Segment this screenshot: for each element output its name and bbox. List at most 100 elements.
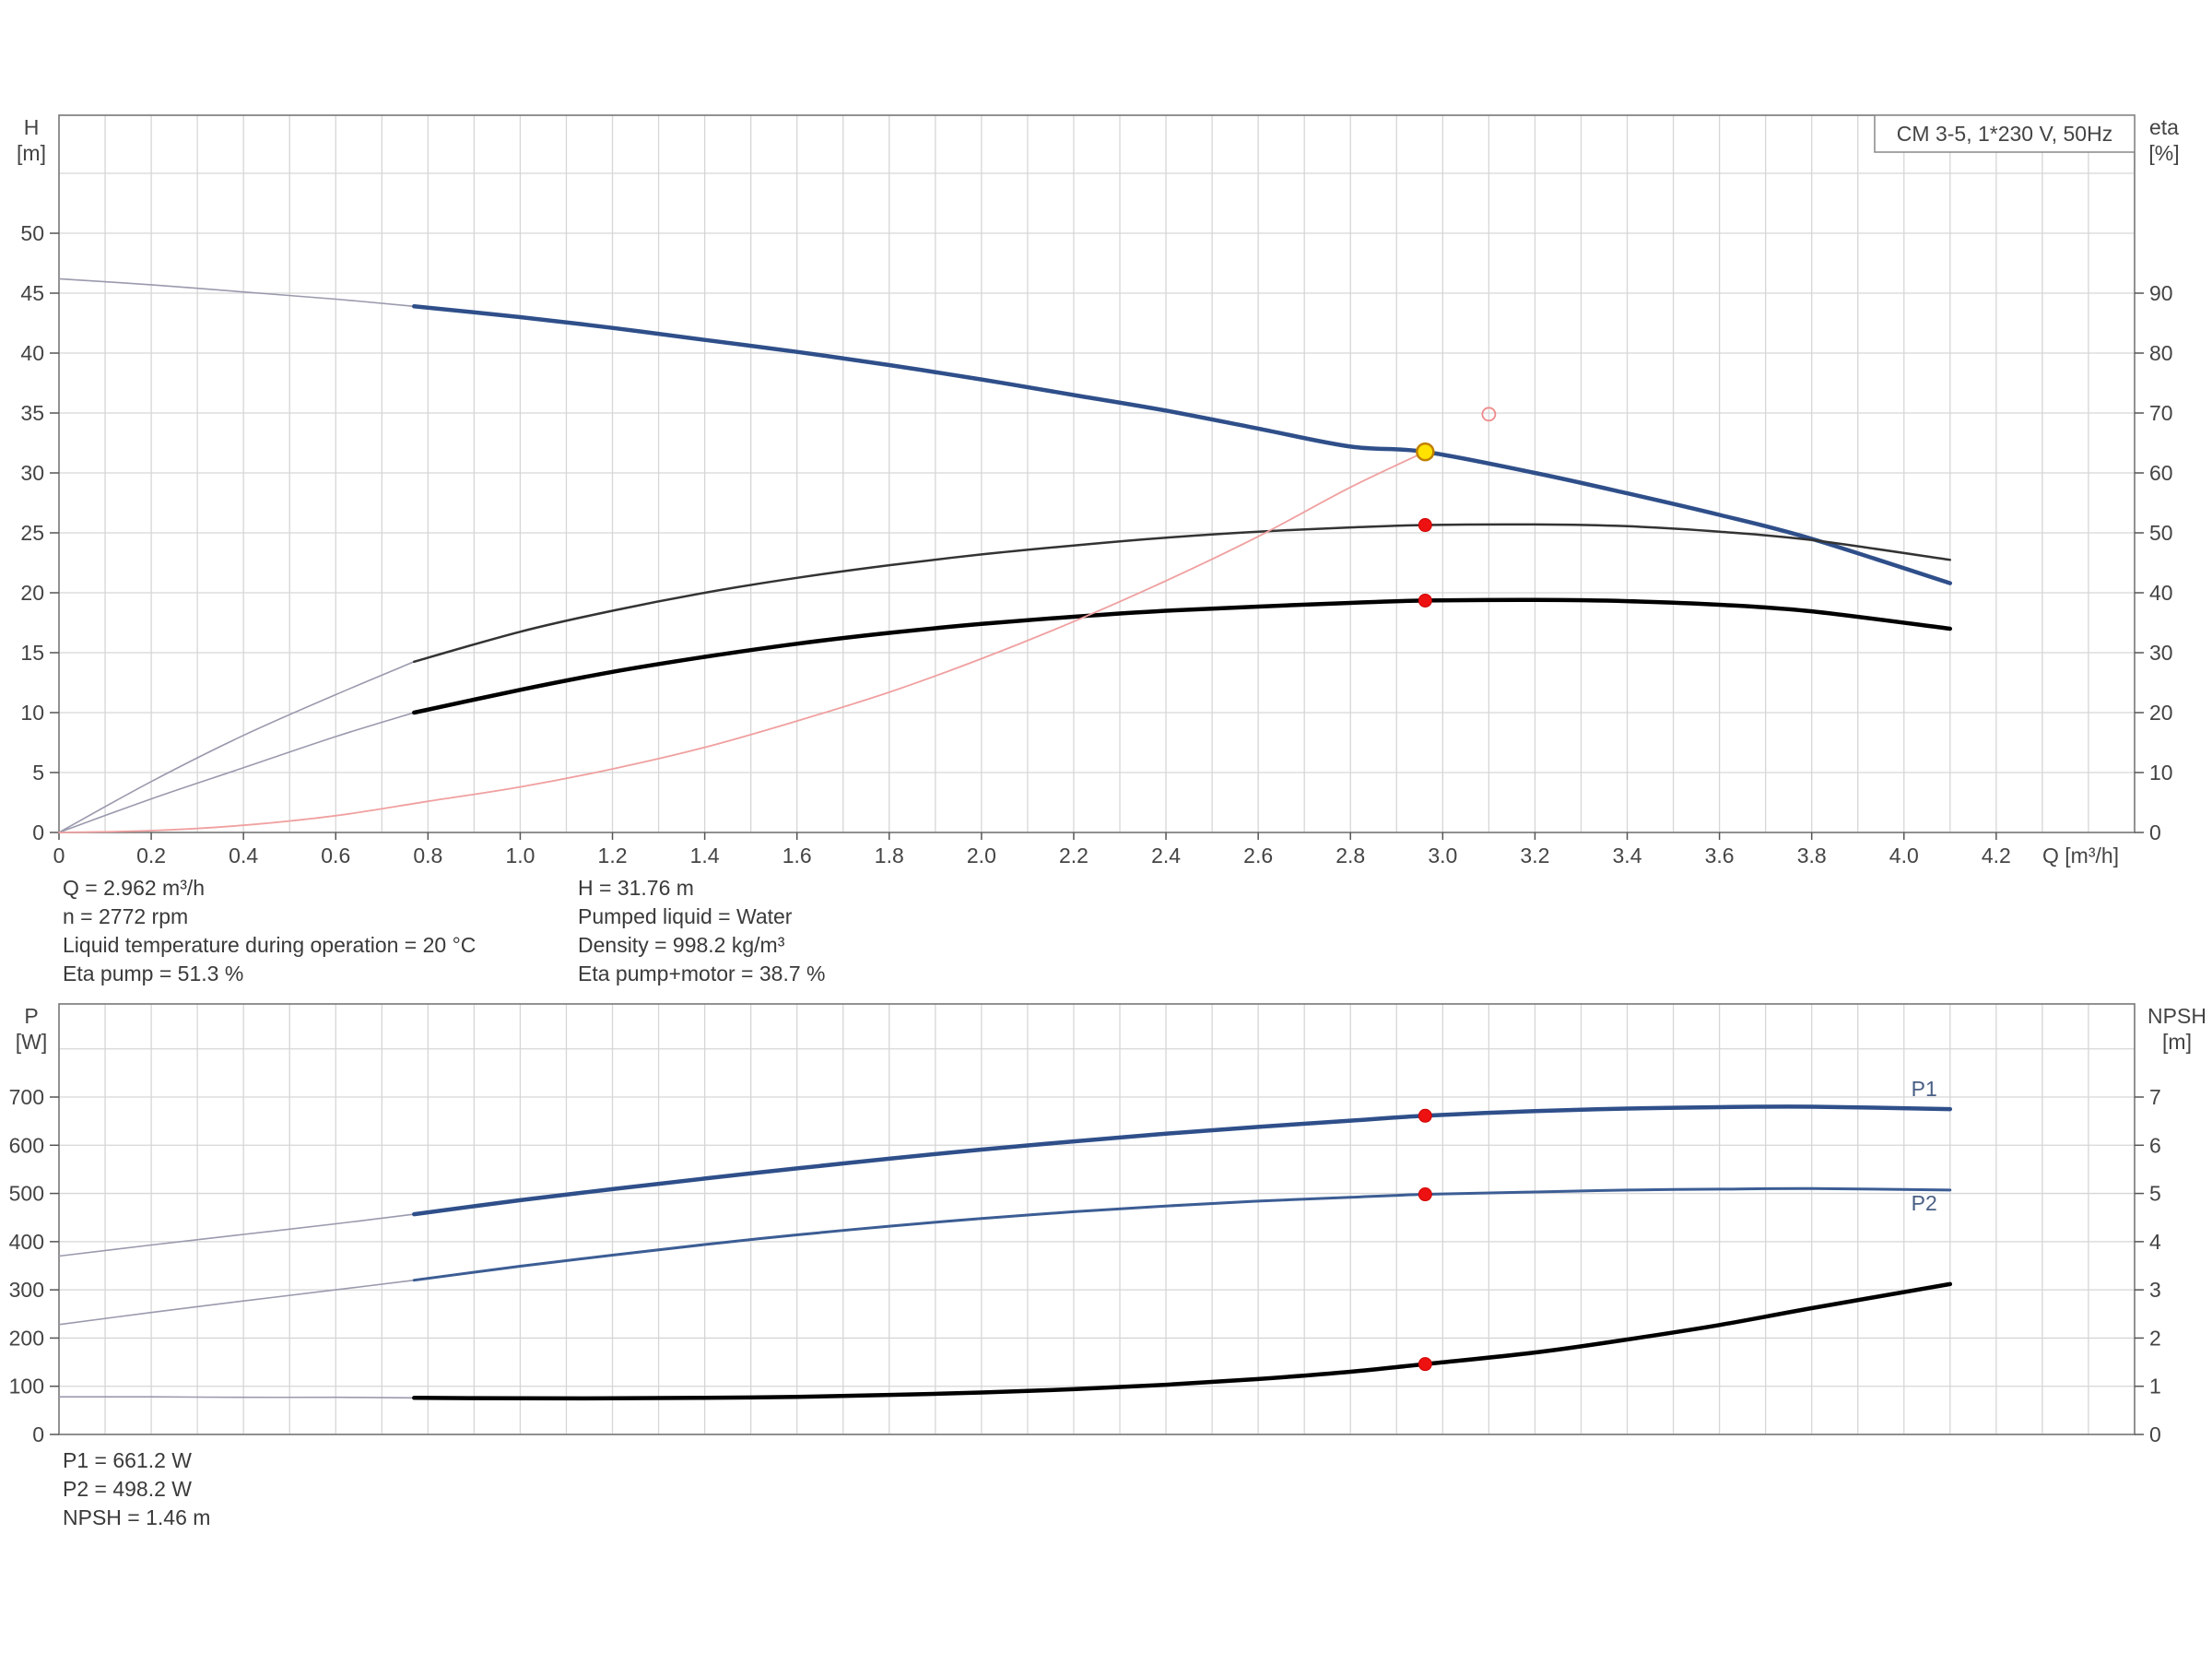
legend-box-label: CM 3-5, 1*230 V, 50Hz	[1897, 122, 2112, 146]
series-eta_pump-extension	[58, 661, 415, 833]
y-right-tick-label: 0	[2149, 820, 2161, 844]
y-right-tick-label: 10	[2149, 761, 2173, 785]
duty-point-marker	[1418, 1357, 1432, 1372]
x-tick-label: 2.6	[1243, 844, 1273, 867]
duty-info-col1: Q = 2.962 m³/h n = 2772 rpm Liquid tempe…	[63, 874, 476, 988]
series-P1-extension	[58, 1213, 415, 1257]
power-info: P1 = 661.2 W P2 = 498.2 W NPSH = 1.46 m	[63, 1446, 210, 1532]
x-tick-label: 3.8	[1797, 844, 1827, 867]
x-tick-label: 0.8	[413, 844, 442, 867]
info-head: H = 31.76 m	[578, 876, 694, 900]
y-right-tick-label: 30	[2149, 641, 2173, 665]
y-right-tick-label: 50	[2149, 521, 2173, 545]
y-left-title: H	[24, 115, 40, 139]
x-tick-label: 2.8	[1335, 844, 1365, 867]
duty-info-col2: H = 31.76 m Pumped liquid = Water Densit…	[578, 874, 826, 988]
x-tick-label: 1.2	[598, 844, 628, 867]
series-eta_pump_motor	[412, 597, 1953, 715]
y-left-tick-label: 25	[20, 521, 44, 545]
duty-point-marker	[1416, 442, 1435, 462]
y-right-tick-label: 40	[2149, 581, 2173, 605]
x-tick-label: 0.6	[321, 844, 350, 867]
y-left-tick-label: 30	[20, 461, 44, 485]
x-tick-label: 3.4	[1613, 844, 1642, 867]
duty-point-marker	[1418, 593, 1432, 608]
x-tick-label: 2.4	[1151, 844, 1181, 867]
y-left-unit: [W]	[16, 1030, 48, 1054]
y-right-tick-label: 20	[2149, 701, 2173, 725]
x-tick-label: 4.2	[1982, 844, 2011, 867]
y-left-tick-label: 700	[9, 1085, 44, 1109]
requested-point-marker	[1481, 407, 1497, 422]
series-eta_pump	[413, 523, 1952, 664]
y-right-tick-label: 4	[2149, 1230, 2161, 1254]
y-left-tick-label: 200	[9, 1326, 44, 1350]
x-tick-label: 3.2	[1520, 844, 1549, 867]
y-left-title: P	[24, 1004, 38, 1028]
info-p1: P1 = 661.2 W	[63, 1448, 192, 1472]
info-eta-pump-motor: Eta pump+motor = 38.7 %	[578, 962, 826, 985]
y-left-tick-label: 5	[32, 761, 44, 785]
duty-point-marker	[1418, 1187, 1432, 1202]
plot-frame	[58, 114, 2136, 833]
y-right-unit: [%]	[2148, 141, 2179, 165]
x-axis-label: Q [m³/h]	[2042, 844, 2119, 867]
y-right-title: NPSH	[2147, 1004, 2206, 1028]
duty-point-marker	[1418, 518, 1432, 533]
series-H-extension	[58, 277, 415, 308]
y-left-tick-label: 100	[9, 1375, 44, 1398]
y-right-title: eta	[2149, 115, 2179, 139]
y-right-tick-label: 90	[2149, 281, 2173, 305]
legend-box	[1874, 114, 2136, 153]
series-system	[58, 451, 1427, 833]
series-NPSH-extension	[58, 1396, 415, 1399]
y-left-tick-label: 15	[20, 641, 44, 665]
y-right-tick-label: 0	[2149, 1422, 2161, 1446]
x-tick-label: 1.8	[875, 844, 904, 867]
plot-frame	[58, 1003, 2136, 1435]
y-right-tick-label: 1	[2149, 1375, 2161, 1398]
series-P1	[412, 1104, 1953, 1217]
series-H	[412, 304, 1953, 585]
info-pumped-liquid: Pumped liquid = Water	[578, 904, 793, 928]
y-right-tick-label: 3	[2149, 1278, 2161, 1302]
series-NPSH	[412, 1281, 1953, 1401]
info-p2: P2 = 498.2 W	[63, 1477, 192, 1501]
panel-qh	[50, 114, 2144, 833]
x-tick-label: 3.0	[1428, 844, 1457, 867]
info-speed: n = 2772 rpm	[63, 904, 189, 928]
info-npsh: NPSH = 1.46 m	[63, 1505, 211, 1529]
y-left-tick-label: 300	[9, 1278, 44, 1302]
info-eta-pump: Eta pump = 51.3 %	[63, 962, 244, 985]
x-tick-label: 2.0	[967, 844, 996, 867]
y-left-tick-label: 45	[20, 281, 44, 305]
y-left-tick-label: 10	[20, 701, 44, 725]
y-right-tick-label: 5	[2149, 1182, 2161, 1206]
x-tick-label: 0	[53, 844, 65, 867]
series-P2-extension	[58, 1279, 415, 1326]
y-left-tick-label: 600	[9, 1133, 44, 1157]
info-flow: Q = 2.962 m³/h	[63, 876, 206, 900]
x-tick-label: 1.4	[690, 844, 720, 867]
y-left-tick-label: 35	[20, 401, 44, 425]
panel-power	[50, 1003, 2144, 1435]
y-right-tick-label: 80	[2149, 341, 2173, 365]
y-right-tick-label: 70	[2149, 401, 2173, 425]
y-right-tick-label: 60	[2149, 461, 2173, 485]
y-left-tick-label: 50	[20, 221, 44, 245]
info-liquid-temp: Liquid temperature during operation = 20…	[63, 933, 477, 957]
x-tick-label: 1.0	[505, 844, 535, 867]
series-eta_pump_motor-extension	[58, 712, 415, 833]
info-density: Density = 998.2 kg/m³	[578, 933, 785, 957]
y-left-tick-label: 40	[20, 341, 44, 365]
x-tick-label: 0.2	[136, 844, 166, 867]
y-left-tick-label: 500	[9, 1182, 44, 1206]
x-tick-label: 4.0	[1889, 844, 1919, 867]
series-P2	[412, 1186, 1952, 1282]
y-left-tick-label: 20	[20, 581, 44, 605]
series-label-P2: P2	[1912, 1191, 1937, 1215]
y-right-tick-label: 7	[2149, 1085, 2161, 1109]
y-left-tick-label: 0	[32, 1422, 44, 1446]
